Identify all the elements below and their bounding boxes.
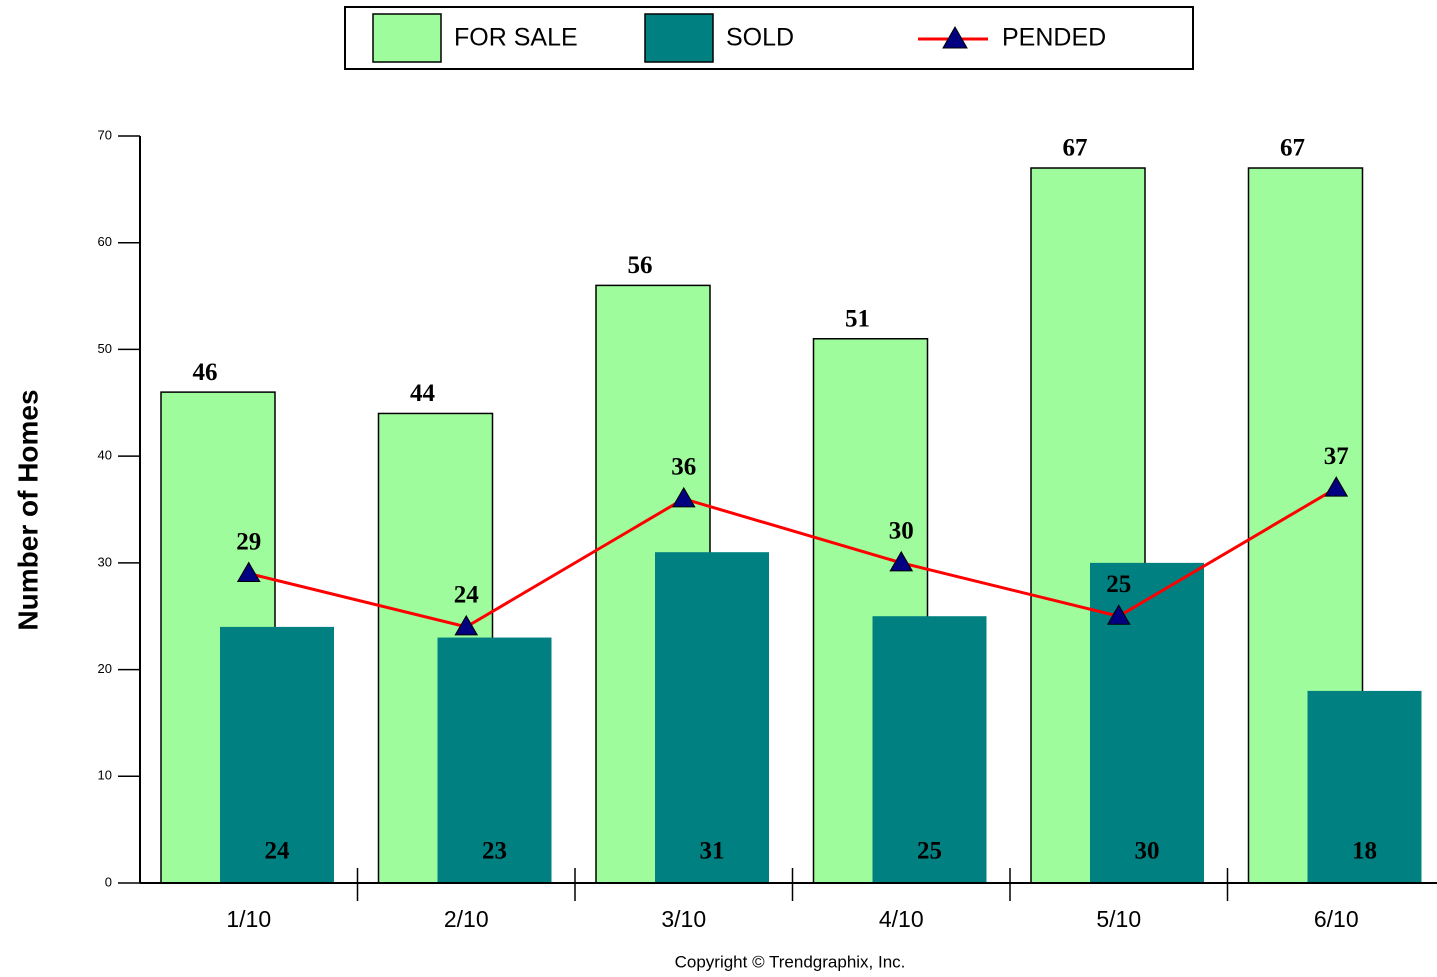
y-tick-label: 30 <box>98 554 112 569</box>
value-label: 37 <box>1324 443 1349 470</box>
value-label: 46 <box>193 359 218 386</box>
bar <box>872 616 987 883</box>
y-tick-label: 20 <box>98 661 112 676</box>
copyright: Copyright © Trendgraphix, Inc. <box>675 952 906 971</box>
line <box>248 486 1338 629</box>
value-label: 36 <box>671 454 696 481</box>
x-tick-label: 6/10 <box>1314 906 1359 932</box>
bar <box>1307 690 1422 883</box>
marker <box>236 561 261 583</box>
legend-swatch <box>372 13 442 63</box>
x-tick-label: 4/10 <box>879 906 924 932</box>
legend-marker <box>942 25 968 49</box>
y-axis-label: Number of Homes <box>12 389 43 630</box>
y-tick-label: 50 <box>98 341 112 356</box>
value-label: 31 <box>700 838 725 865</box>
legend-swatch <box>644 13 714 63</box>
value-label: 23 <box>482 838 507 865</box>
value-label: 44 <box>410 380 436 407</box>
value-label: 25 <box>917 838 942 865</box>
value-label: 24 <box>454 582 480 609</box>
value-label: 30 <box>1135 838 1160 865</box>
value-label: 25 <box>1106 571 1131 598</box>
legend-label: PENDED <box>1002 24 1106 52</box>
y-tick-label: 70 <box>98 127 112 142</box>
value-label: 18 <box>1352 838 1377 865</box>
bar <box>655 552 769 883</box>
bar <box>220 626 334 883</box>
legend-label: SOLD <box>726 24 794 52</box>
marker <box>671 486 696 508</box>
legend-label: FOR SALE <box>454 24 578 52</box>
bar <box>437 637 552 883</box>
marker <box>454 614 479 636</box>
marker <box>1324 476 1349 497</box>
value-label: 30 <box>889 518 914 545</box>
bar <box>1090 562 1204 883</box>
y-tick-label: 60 <box>98 234 112 249</box>
y-tick-label: 40 <box>98 448 112 463</box>
x-tick-label: 5/10 <box>1096 906 1141 932</box>
y-tick-label: 10 <box>98 768 112 783</box>
x-tick-label: 3/10 <box>661 906 706 932</box>
legend-box <box>344 6 1194 70</box>
value-label: 24 <box>265 838 291 865</box>
value-label: 67 <box>1280 135 1305 162</box>
marker <box>1106 604 1131 625</box>
x-tick-label: 2/10 <box>444 906 489 932</box>
value-label: 29 <box>236 528 261 555</box>
value-label: 51 <box>845 305 870 332</box>
value-label: 56 <box>628 252 653 279</box>
y-tick-label: 0 <box>105 874 112 889</box>
x-tick-label: 1/10 <box>226 906 271 932</box>
value-label: 67 <box>1063 135 1088 162</box>
marker <box>889 550 914 572</box>
